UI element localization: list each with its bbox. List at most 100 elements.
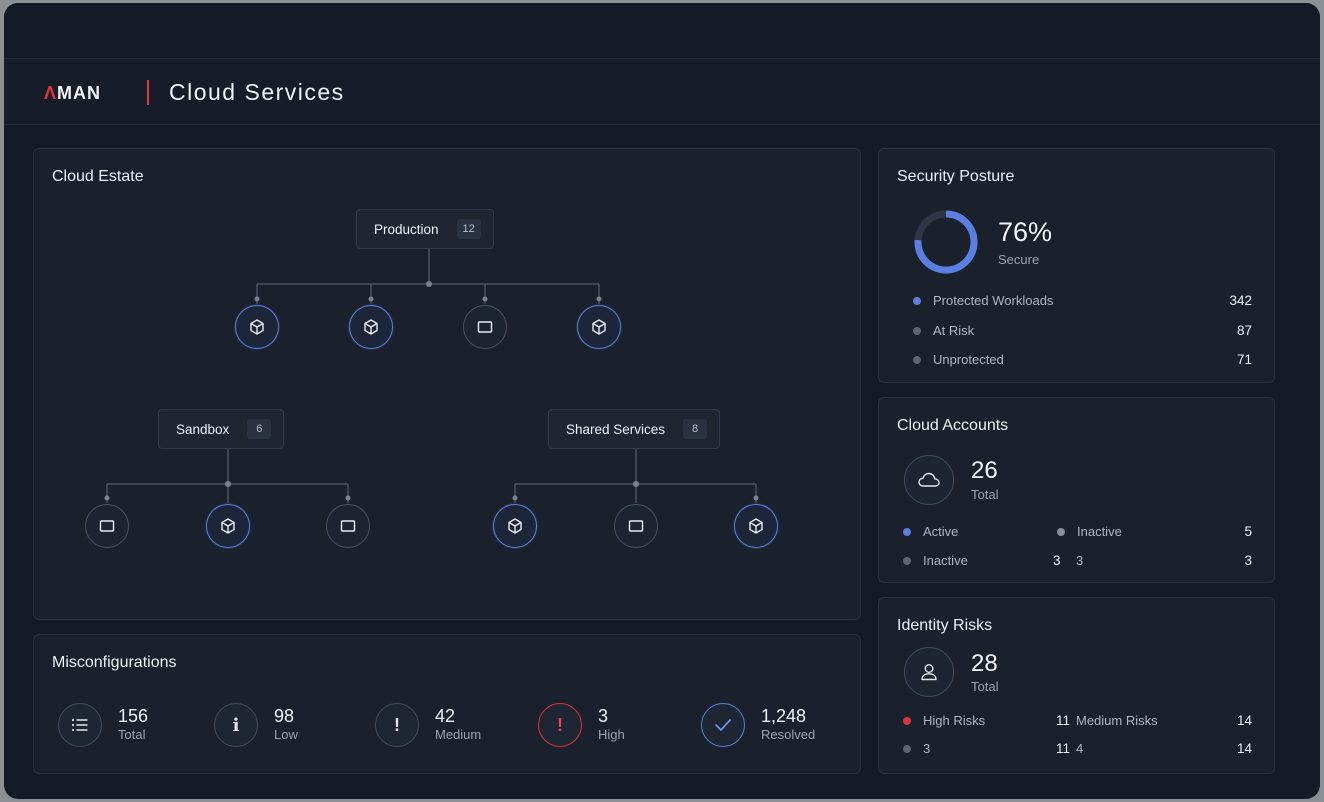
- identity-row-secondary: 4: [1076, 741, 1083, 756]
- identity-row-secondary: Medium Risks: [1076, 713, 1158, 728]
- alert-icon: !: [538, 703, 582, 747]
- monitor-icon: [477, 321, 493, 333]
- vm-node[interactable]: [463, 305, 507, 349]
- cube-icon: [364, 319, 378, 335]
- security-posture-title: Security Posture: [897, 168, 1015, 185]
- logo-text: MAN: [57, 83, 102, 103]
- status-dot: [903, 744, 911, 753]
- posture-row: Unprotected: [913, 352, 1004, 367]
- cube-icon: [592, 319, 606, 335]
- vm-node[interactable]: [614, 504, 658, 548]
- row-value: 14: [1236, 713, 1252, 728]
- row-mid-value: 11: [1056, 741, 1071, 756]
- cube-icon: [250, 319, 264, 335]
- posture-percent: 76%: [998, 217, 1053, 247]
- group-count-badge: 12: [456, 219, 481, 239]
- cloud-estate-panel: Cloud Estate: [33, 148, 861, 620]
- stat-label: Total: [118, 727, 146, 742]
- workload-node[interactable]: [206, 504, 250, 548]
- stat-medium[interactable]: ! 42 Medium: [375, 703, 481, 747]
- vm-node[interactable]: [85, 504, 129, 548]
- accounts-row-secondary: 3: [1076, 553, 1083, 568]
- accounts-total-label: Total: [971, 487, 999, 502]
- row-value: 14: [1236, 741, 1252, 756]
- stat-resolved[interactable]: 1,248 Resolved: [701, 703, 815, 747]
- header-divider: [147, 80, 149, 105]
- cube-icon: [508, 518, 522, 534]
- row-mid-value: 3: [1053, 553, 1061, 568]
- group-name: Shared Services: [566, 421, 666, 437]
- page-title: Cloud Services: [169, 79, 345, 105]
- posture-donut-chart: [914, 210, 978, 274]
- cube-icon: [221, 518, 235, 534]
- status-dot: [903, 556, 911, 565]
- accounts-total: 26: [971, 457, 998, 484]
- misconfigurations-panel: Misconfigurations 156 Total i 98 Low ! 42 M…: [33, 634, 861, 774]
- identity-total-label: Total: [971, 679, 999, 694]
- posture-sub-label: Secure: [998, 252, 1040, 267]
- stat-label: Low: [274, 727, 298, 742]
- identity-row: High Risks: [903, 713, 985, 728]
- stat-value: 98: [274, 706, 295, 726]
- monitor-icon: [628, 520, 644, 532]
- identity-risks-title: Identity Risks: [897, 617, 993, 634]
- top-bar: [4, 3, 1320, 59]
- stat-label: Resolved: [761, 727, 816, 742]
- posture-row: Protected Workloads: [913, 293, 1053, 308]
- workload-node[interactable]: [493, 504, 537, 548]
- row-mid-value: 11: [1056, 713, 1071, 728]
- cloud-icon: [904, 455, 954, 505]
- user-icon: [904, 647, 954, 697]
- misconfigurations-title: Misconfigurations: [52, 654, 177, 671]
- workload-node[interactable]: [235, 305, 279, 349]
- stat-value: 3: [598, 706, 609, 726]
- status-dot: [913, 326, 921, 335]
- workload-node[interactable]: [349, 305, 393, 349]
- workload-node[interactable]: [734, 504, 778, 548]
- donut-arc: [914, 210, 978, 274]
- exclamation-icon: !: [375, 703, 419, 747]
- status-dot: [1057, 527, 1065, 536]
- topology-connectors: [104, 249, 759, 503]
- row-value: 3: [1244, 553, 1252, 568]
- row-label: At Risk: [933, 323, 975, 338]
- stat-low[interactable]: i 98 Low: [214, 703, 298, 747]
- status-dot: [913, 355, 921, 364]
- row-label: 3: [923, 741, 931, 756]
- accounts-row-secondary: Inactive: [1057, 524, 1122, 539]
- group-node-production[interactable]: Production 12: [356, 209, 494, 249]
- security-posture-panel: Security Posture 76% Secure Protected Wo…: [878, 148, 1275, 383]
- row-value: 87: [1236, 323, 1252, 338]
- stat-value: 156: [118, 706, 149, 726]
- posture-row: At Risk: [913, 323, 974, 338]
- brand-logo[interactable]: ΛMAN: [44, 83, 101, 104]
- row-label: Inactive: [1077, 524, 1122, 539]
- workload-node[interactable]: [577, 305, 621, 349]
- row-label: Inactive: [923, 553, 968, 568]
- cloud-accounts-panel: Cloud Accounts 26 Total Active Inactive …: [878, 397, 1275, 583]
- row-value: 5: [1244, 524, 1252, 539]
- stat-value: 1,248: [761, 706, 807, 726]
- stat-value: 42: [435, 706, 456, 726]
- row-label: 4: [1076, 741, 1084, 756]
- logo-mark: Λ: [44, 83, 58, 103]
- status-dot: [913, 296, 921, 305]
- group-count-badge: 6: [247, 419, 272, 439]
- status-dot: [903, 716, 911, 725]
- row-label: 3: [1076, 553, 1084, 568]
- group-node-shared-services[interactable]: Shared Services 8: [548, 409, 721, 449]
- list-icon: [58, 703, 102, 747]
- cloud-accounts-title: Cloud Accounts: [897, 417, 1009, 434]
- row-label: Active: [923, 524, 959, 539]
- identity-total: 28: [971, 650, 998, 677]
- page-header: ΛMAN Cloud Services: [4, 59, 1320, 125]
- stat-label: High: [598, 727, 625, 742]
- identity-row: 3: [903, 741, 930, 756]
- stat-high[interactable]: ! 3 High: [538, 703, 625, 747]
- status-dot: [903, 527, 911, 536]
- monitor-icon: [99, 520, 115, 532]
- group-node-sandbox[interactable]: Sandbox 6: [158, 409, 285, 449]
- group-name: Production: [374, 221, 439, 237]
- stat-total[interactable]: 156 Total: [58, 703, 148, 747]
- vm-node[interactable]: [326, 504, 370, 548]
